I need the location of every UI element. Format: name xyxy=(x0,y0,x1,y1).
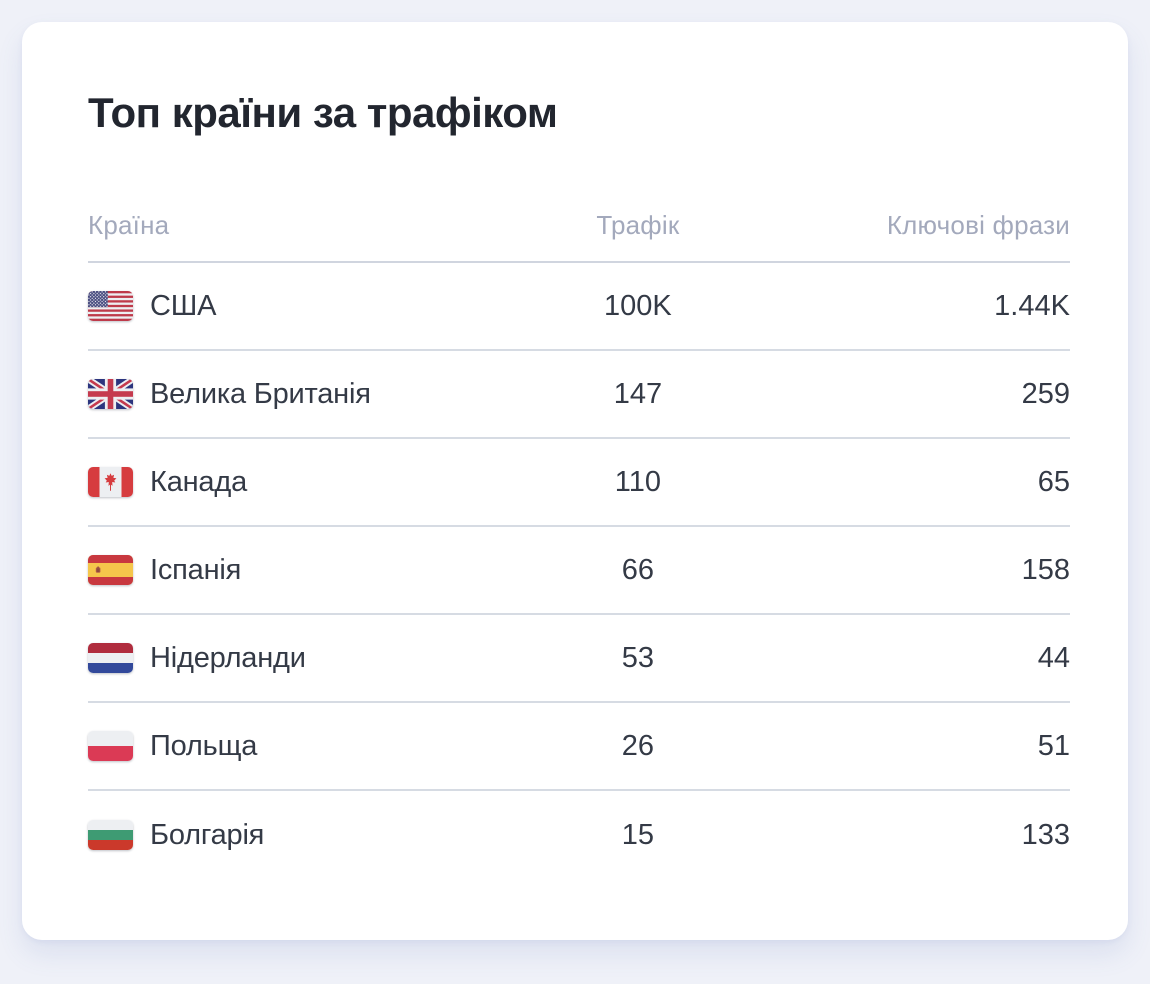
gb-flag-icon xyxy=(88,379,133,409)
traffic-value: 66 xyxy=(621,553,655,586)
table-header-row: Країна Трафік Ключові фрази xyxy=(88,189,1070,263)
traffic-value: 26 xyxy=(621,729,655,762)
table-row: Болгарія 15 133 xyxy=(88,791,1070,879)
table-row: США 100K 1.44K xyxy=(88,263,1070,351)
table-body: США 100K 1.44K Велика Британія 147 259 К… xyxy=(88,263,1070,879)
country-cell: США xyxy=(88,290,550,323)
phrases-value: 133 xyxy=(1021,818,1070,851)
ca-flag-icon xyxy=(88,467,133,497)
country-name: Канада xyxy=(150,465,248,498)
nl-flag-icon xyxy=(88,643,133,673)
country-name: Велика Британія xyxy=(150,377,371,410)
phrases-value: 51 xyxy=(1037,729,1070,762)
traffic-value: 15 xyxy=(621,818,655,851)
traffic-value: 53 xyxy=(621,641,655,674)
table-row: Велика Британія 147 259 xyxy=(88,351,1070,439)
phrases-value: 259 xyxy=(1021,377,1070,410)
phrases-value: 44 xyxy=(1037,641,1070,674)
card-title: Топ країни за трафіком xyxy=(88,89,558,136)
country-name: Нідерланди xyxy=(150,641,306,674)
country-name: Іспанія xyxy=(150,553,242,586)
country-cell: Болгарія xyxy=(88,819,550,852)
table-row: Нідерланди 53 44 xyxy=(88,615,1070,703)
pl-flag-icon xyxy=(88,731,133,761)
phrases-value: 1.44K xyxy=(994,289,1070,322)
country-cell: Велика Британія xyxy=(88,378,550,411)
top-countries-card: Топ країни за трафіком Країна Трафік Клю… xyxy=(22,22,1128,940)
country-name: Польща xyxy=(150,729,258,762)
country-cell: Іспанія xyxy=(88,554,550,587)
column-header-phrases: Ключові фрази xyxy=(886,209,1070,240)
countries-table: Країна Трафік Ключові фрази США 100K 1.4… xyxy=(88,189,1070,879)
country-cell: Нідерланди xyxy=(88,642,550,675)
phrases-value: 158 xyxy=(1021,553,1070,586)
es-flag-icon xyxy=(88,555,133,585)
bg-flag-icon xyxy=(88,820,133,850)
table-row: Польща 26 51 xyxy=(88,703,1070,791)
table-row: Іспанія 66 158 xyxy=(88,527,1070,615)
traffic-value: 147 xyxy=(613,377,663,410)
us-flag-icon xyxy=(88,291,133,321)
traffic-value: 110 xyxy=(614,465,662,498)
traffic-value: 100K xyxy=(604,289,672,322)
country-cell: Канада xyxy=(88,466,550,499)
country-name: США xyxy=(150,289,217,322)
table-row: Канада 110 65 xyxy=(88,439,1070,527)
column-header-country: Країна xyxy=(88,209,170,240)
country-cell: Польща xyxy=(88,730,550,763)
phrases-value: 65 xyxy=(1037,465,1070,498)
column-header-traffic: Трафік xyxy=(596,209,680,240)
country-name: Болгарія xyxy=(150,818,265,851)
